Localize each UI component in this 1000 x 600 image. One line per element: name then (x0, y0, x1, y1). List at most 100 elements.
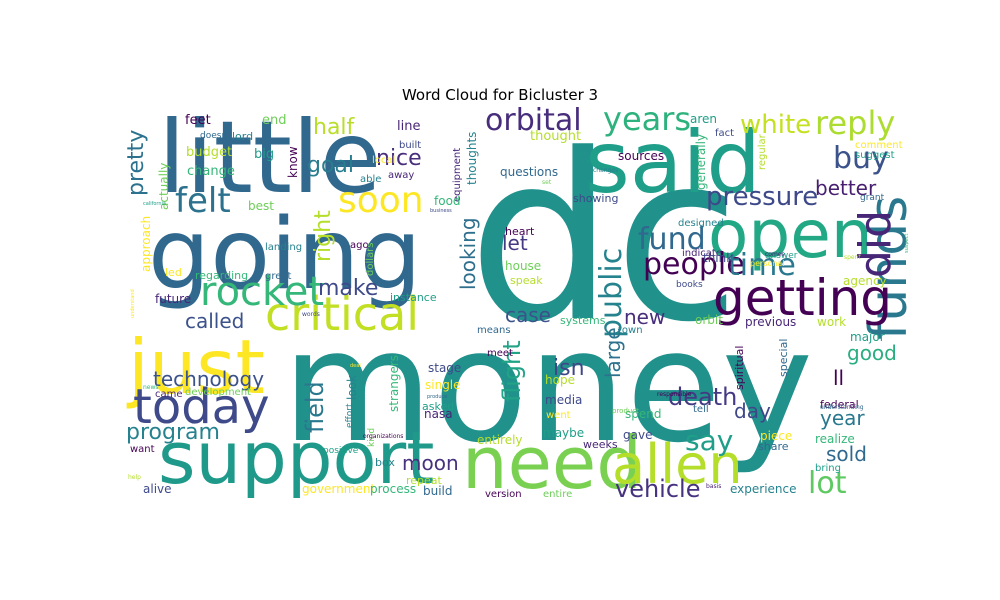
word-money: money (282, 296, 813, 477)
word-spiritual: spiritual (733, 346, 746, 390)
word-lot: lot (808, 466, 847, 501)
word-share: share (758, 440, 789, 453)
word-public: public (594, 248, 629, 338)
word-orbital: orbital (485, 103, 582, 138)
word-media: media (545, 393, 582, 407)
word-questions: questions (500, 165, 558, 179)
word-half: half (313, 115, 356, 140)
word-basis: basis (706, 483, 721, 490)
word-did: did (850, 210, 901, 278)
chart-title: Word Cloud for Bicluster 3 (401, 86, 599, 104)
word-say: say (685, 424, 733, 457)
word-weeks: weeks (583, 438, 618, 451)
word-nasa: nasa (424, 407, 453, 421)
word-aren: aren (690, 112, 717, 126)
word-agency: agency (843, 274, 887, 288)
word-dc: dc (468, 106, 740, 373)
word-isn: isn (553, 356, 585, 381)
word-year: year (820, 406, 865, 430)
word-open: open (708, 196, 873, 273)
word-organizations: organizations (363, 433, 403, 440)
word-piece: piece (760, 429, 792, 443)
word-books: books (676, 280, 703, 290)
word-heart: heart (505, 225, 535, 238)
word-went: went (546, 410, 571, 421)
word-lord: lord (232, 130, 253, 143)
word-large: large (601, 327, 625, 378)
word-maybe: maybe (543, 426, 584, 440)
word-landing: landing (265, 242, 302, 253)
word-right: right (311, 210, 336, 262)
word-positive: positive (323, 446, 359, 456)
word-thoughts: thoughts (465, 132, 479, 185)
word-set: set (542, 179, 552, 186)
word-little: little (158, 99, 381, 216)
word-entire: entire (543, 489, 572, 500)
word-house: house (505, 259, 541, 273)
word-regular: regular (757, 133, 768, 170)
word-generally: generally (694, 134, 708, 190)
word-town: town (618, 325, 643, 336)
word-approach: approach (139, 216, 153, 272)
word-white: white (740, 110, 811, 140)
word-government: government (302, 482, 375, 496)
word-funds: funds (859, 196, 919, 340)
word-years: years (603, 100, 691, 138)
word-best: best (248, 199, 274, 213)
word-help: help (128, 474, 141, 481)
word-personal: personal (750, 259, 785, 268)
word-words: words (302, 311, 320, 318)
word-led: led (165, 266, 182, 279)
word-came: came (155, 389, 183, 400)
word-look: look (345, 375, 359, 400)
word-said: said (585, 113, 761, 213)
word-business: business (430, 208, 452, 214)
word-buy: buy (833, 141, 889, 176)
word-stage: stage (428, 361, 461, 375)
word-want: want (130, 444, 155, 455)
word-comes: comes (765, 251, 785, 258)
word-fund: fund (638, 222, 706, 257)
word-asked: asked (422, 400, 454, 413)
word-away: away (388, 170, 414, 181)
word-going: going (148, 198, 422, 312)
word-strangers: strangers (387, 355, 401, 412)
word-pretty: pretty (124, 130, 149, 196)
word-make: make (318, 276, 378, 301)
word-reply: reply (815, 104, 895, 142)
word-product: product (612, 407, 639, 415)
word-thought: thought (530, 129, 581, 144)
word-bring: bring (815, 463, 841, 474)
word-death: death (668, 383, 737, 411)
word-people: people (643, 247, 745, 282)
word-great: great (265, 271, 292, 282)
word-grant: grant (860, 193, 885, 203)
word-technology: technology (153, 367, 264, 391)
word-know: know (286, 146, 300, 178)
word-new: new (624, 305, 665, 329)
word-experience: experience (730, 482, 797, 496)
word-day: day (734, 399, 771, 423)
word-today: today (133, 379, 269, 435)
word-rocket: rocket (200, 269, 324, 315)
word-suggest: suggest (855, 150, 895, 161)
word-change: change (187, 164, 235, 179)
word-repeat: repeat (406, 474, 443, 487)
word-designed: designed (678, 218, 724, 229)
word-actually: actually (157, 163, 171, 210)
word-food: food (434, 194, 461, 208)
word-federal: federal (820, 398, 859, 411)
word-development: development (185, 387, 251, 398)
word-comment: comment (855, 140, 903, 151)
word-better: better (815, 176, 877, 200)
word-built: built (399, 140, 421, 151)
word-goal: goal (307, 153, 354, 178)
word-sources: sources (618, 149, 664, 163)
word-doesn: doesn (200, 131, 227, 141)
word-responsible: responsible (657, 391, 692, 398)
word-looking: looking (456, 217, 480, 290)
word-just: just (126, 323, 265, 411)
word-alive: alive (143, 482, 172, 496)
word-single: single (425, 378, 461, 392)
